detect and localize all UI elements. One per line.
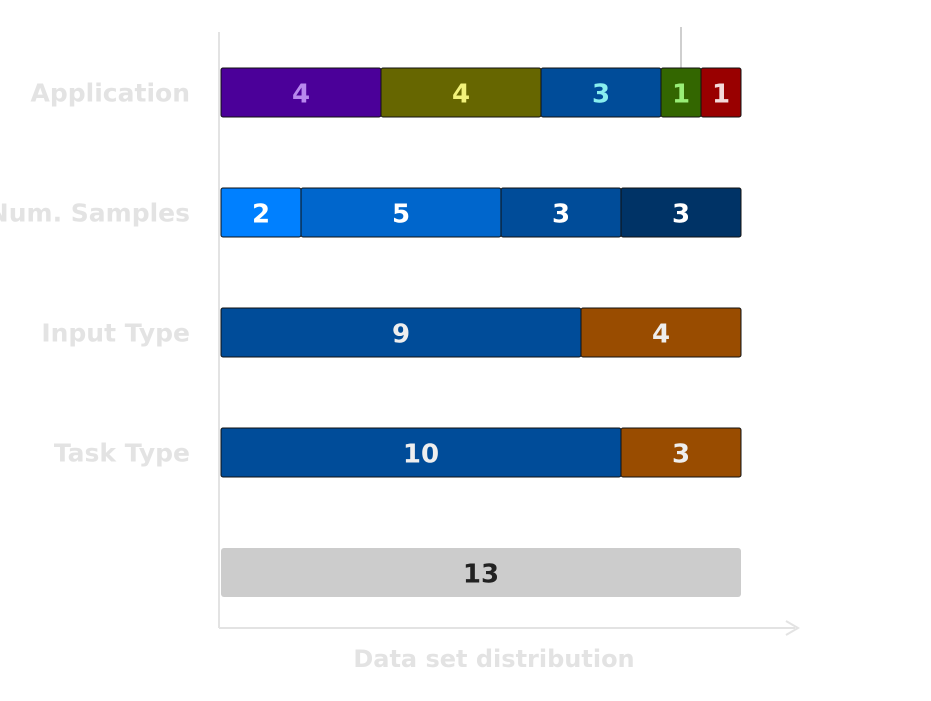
bar-segment <box>620 187 742 238</box>
segment-value-label: 4 <box>292 80 310 110</box>
segment-value-label: 3 <box>672 440 690 470</box>
x-axis-arrowhead <box>785 620 800 636</box>
bar-segment <box>620 427 742 478</box>
segment-value-label: 10 <box>403 440 439 470</box>
segment-value-label: 3 <box>552 200 570 230</box>
bar-row: Input Type 9 4 <box>41 307 742 358</box>
bar-row: Task Type 10 3 <box>54 427 742 478</box>
segment-value-label: 3 <box>672 200 690 230</box>
segment-value-label: 1 <box>672 80 690 110</box>
category-label: Input Type <box>41 319 190 348</box>
bar-row: 13 <box>221 548 741 597</box>
chart-rows: Application 4 4 3 1 1 Num. Samples 2 5 3 3 Input Ty… <box>0 67 742 597</box>
x-axis-title: Data set distribution <box>353 645 634 673</box>
segment-value-label: 2 <box>252 200 270 230</box>
category-label: Application <box>31 79 190 108</box>
bar-row: Num. Samples 2 5 3 3 <box>0 187 742 238</box>
chart-axes <box>218 27 800 636</box>
segment-value-label: 3 <box>592 80 610 110</box>
segment-value-label: 1 <box>712 80 730 110</box>
bar-segment <box>700 67 742 118</box>
segment-value-label: 9 <box>392 320 410 350</box>
bar-segment <box>580 307 742 358</box>
segment-value-label: 5 <box>392 200 410 230</box>
segment-value-label: 4 <box>652 320 670 350</box>
segment-value-label: 13 <box>463 560 499 590</box>
category-label: Num. Samples <box>0 199 190 228</box>
bar-segment <box>221 548 741 597</box>
bar-row: Application 4 4 3 1 1 <box>31 67 742 118</box>
segment-value-label: 4 <box>452 80 470 110</box>
category-label: Task Type <box>54 439 190 468</box>
